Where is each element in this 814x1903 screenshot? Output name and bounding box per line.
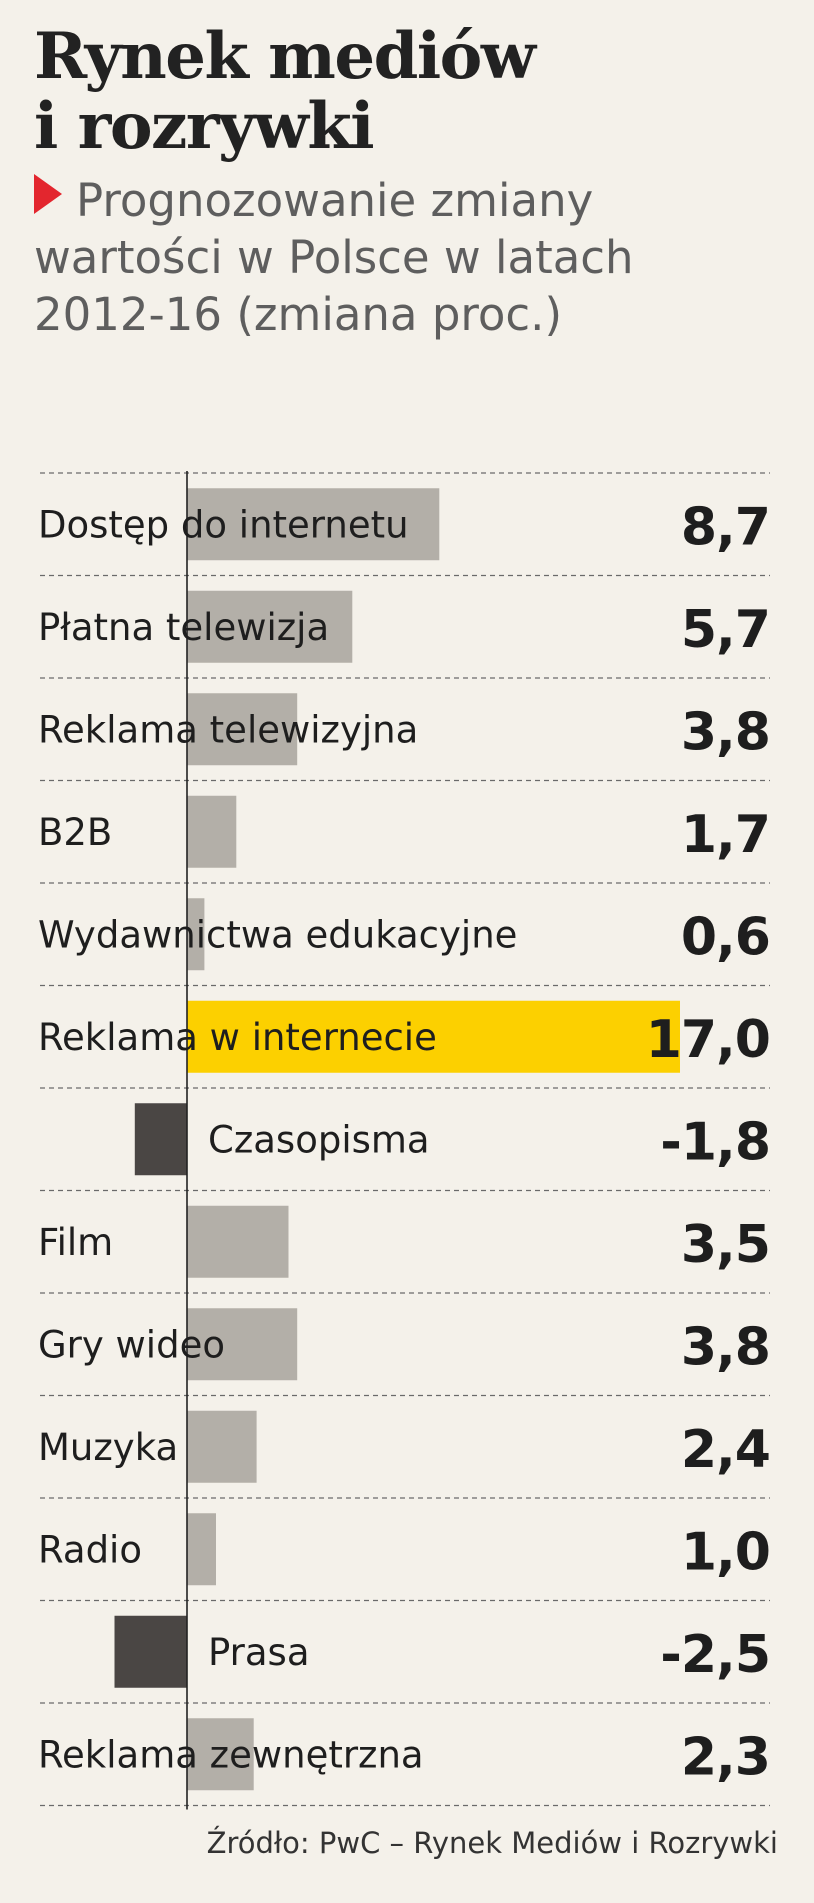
category-label: Reklama telewizyjna — [38, 708, 418, 751]
chart-subtitle: Prognozowanie zmiany wartości w Polsce w… — [34, 172, 734, 343]
category-label: B2B — [38, 811, 112, 854]
bar — [187, 795, 237, 868]
bar — [187, 693, 298, 766]
value-label: 1,7 — [681, 805, 770, 865]
chart-title: Rynek mediów i rozrywki — [34, 19, 536, 164]
triangle-marker-icon — [34, 174, 62, 214]
bar — [187, 1308, 298, 1381]
value-label: 8,7 — [681, 497, 770, 557]
category-label: Muzyka — [38, 1426, 178, 1469]
source-note: Źródło: PwC – Rynek Mediów i Rozrywki — [206, 1826, 778, 1860]
bar — [187, 1000, 680, 1073]
category-label: Prasa — [208, 1631, 310, 1674]
category-label: Reklama zewnętrzna — [38, 1733, 424, 1776]
value-label: -2,5 — [660, 1625, 770, 1685]
bar — [187, 488, 440, 561]
value-label: 0,6 — [681, 907, 770, 967]
bar — [187, 590, 353, 663]
category-label: Film — [38, 1221, 113, 1264]
value-label: 5,7 — [681, 600, 770, 660]
bar — [187, 1718, 254, 1791]
value-label: 3,8 — [681, 702, 770, 762]
value-label: 3,5 — [681, 1215, 770, 1275]
value-label: 2,3 — [681, 1727, 770, 1787]
bar — [187, 1513, 216, 1586]
category-label: Dostęp do internetu — [38, 503, 409, 546]
category-label: Radio — [38, 1528, 142, 1571]
category-label: Wydawnictwa edukacyjne — [38, 913, 517, 956]
chart-subtitle-text: Prognozowanie zmiany wartości w Polsce w… — [34, 174, 634, 341]
bar — [187, 898, 205, 971]
chart-title-line-1: Rynek mediów — [34, 19, 536, 94]
value-label: 1,0 — [681, 1522, 770, 1582]
value-label: 3,8 — [681, 1317, 770, 1377]
chart-title-line-2: i rozrywki — [34, 89, 375, 164]
bar — [114, 1615, 187, 1688]
category-label: Gry wideo — [38, 1323, 225, 1366]
category-label: Płatna telewizja — [38, 606, 329, 649]
bar — [134, 1103, 187, 1176]
category-label: Czasopisma — [208, 1118, 430, 1161]
bar — [187, 1205, 289, 1278]
value-label: -1,8 — [660, 1112, 770, 1172]
value-label: 2,4 — [681, 1420, 770, 1480]
bar — [187, 1410, 257, 1483]
value-label: 17,0 — [646, 1010, 770, 1070]
category-label: Reklama w internecie — [38, 1016, 437, 1059]
